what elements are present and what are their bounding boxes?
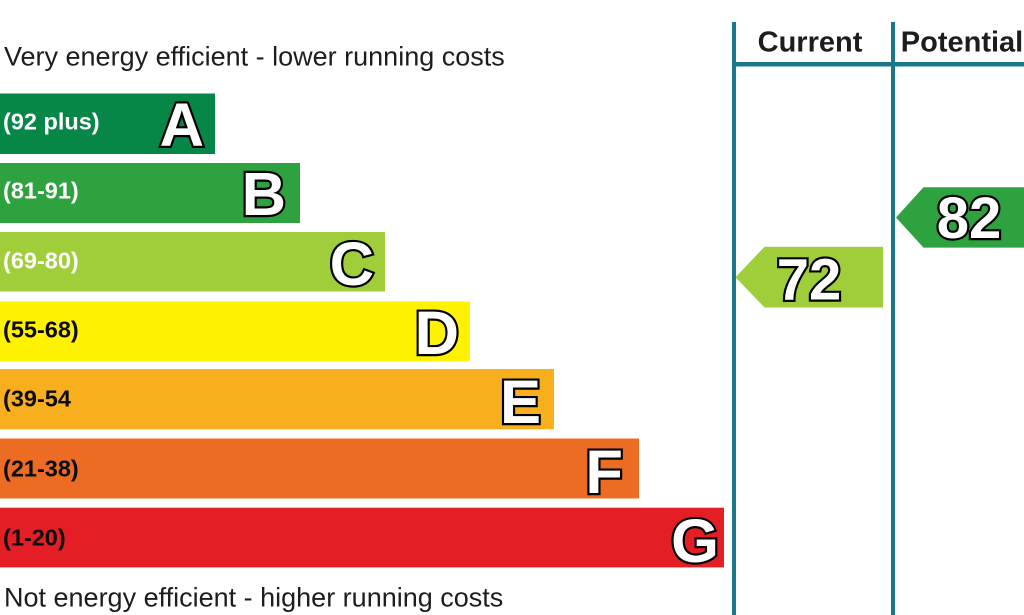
svg-text:D: D [415,299,459,368]
svg-text:82: 82 [937,186,1002,251]
svg-text:(55-68): (55-68) [3,317,79,343]
svg-text:(1-20): (1-20) [3,525,66,551]
svg-text:(69-80): (69-80) [3,248,79,274]
svg-text:Current: Current [758,26,863,58]
svg-text:(39-54: (39-54 [3,386,71,412]
svg-text:72: 72 [777,248,842,313]
svg-text:G: G [671,507,719,576]
svg-text:Potential: Potential [901,26,1023,58]
svg-text:F: F [585,438,623,507]
svg-text:Very energy efficient - lower: Very energy efficient - lower running co… [4,42,505,72]
svg-text:A: A [160,91,204,160]
svg-text:(92 plus): (92 plus) [3,109,100,135]
svg-text:Not energy efficient - higher: Not energy efficient - higher running co… [4,582,503,612]
svg-text:B: B [242,160,286,229]
svg-text:(21-38): (21-38) [3,456,79,482]
svg-text:(81-91): (81-91) [3,178,79,204]
svg-text:C: C [330,230,374,299]
svg-text:E: E [500,368,541,437]
